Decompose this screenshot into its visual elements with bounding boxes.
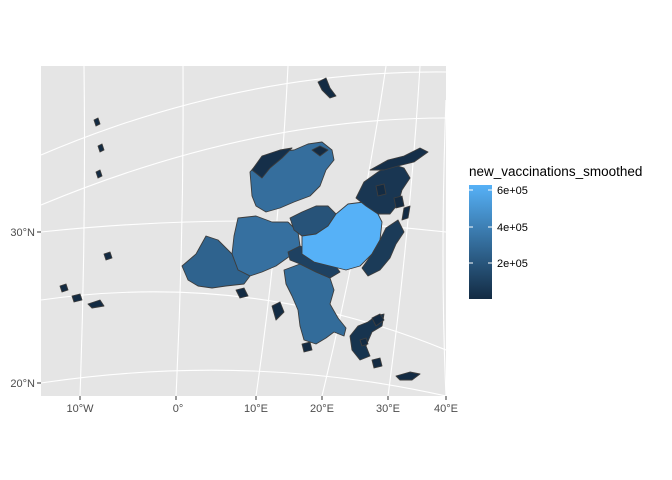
island (395, 371, 421, 381)
parallel-25n (41, 291, 446, 351)
island (301, 341, 313, 353)
x-label-0: 0° (173, 403, 184, 415)
region-iberian[interactable] (181, 235, 251, 289)
legend-label-4e5: 4e+05 (497, 222, 528, 234)
island (371, 357, 383, 369)
island (71, 293, 83, 303)
island (359, 337, 369, 347)
island (393, 195, 405, 209)
x-axis: 10°W 0° 10°E 20°E 30°E 40°E (66, 396, 458, 415)
meridian-10w (79, 66, 86, 396)
y-label-20n: 20°N (10, 378, 35, 390)
meridian-0 (175, 66, 184, 396)
x-label-10w: 10°W (66, 403, 94, 415)
parallel-40n (41, 71, 446, 156)
island (401, 205, 411, 221)
island (103, 251, 113, 261)
y-label-30n: 30°N (10, 227, 35, 239)
y-axis: 30°N 20°N (10, 227, 41, 390)
legend-colorbar (469, 185, 492, 299)
legend: new_vaccinations_smoothed 6e+05 4e+05 2e… (469, 164, 642, 299)
island (235, 287, 249, 299)
island (95, 169, 103, 179)
x-label-40e: 40°E (434, 403, 458, 415)
island (371, 313, 385, 327)
island (317, 77, 337, 99)
region-northern-strip[interactable] (251, 147, 293, 179)
legend-title: new_vaccinations_smoothed (469, 164, 642, 179)
x-label-30e: 30°E (376, 403, 400, 415)
island (97, 143, 105, 153)
legend-label-2e5: 2e+05 (497, 258, 528, 270)
island (375, 183, 387, 197)
meridian-40e (442, 99, 446, 396)
region-islands[interactable] (59, 77, 421, 381)
parallel-20n (41, 369, 446, 396)
island (271, 301, 285, 321)
legend-label-6e5: 6e+05 (497, 185, 528, 197)
parallel-35n (41, 117, 446, 206)
region-large-central[interactable] (301, 201, 383, 271)
island (311, 145, 329, 157)
region-northeastern-strip[interactable] (369, 147, 429, 171)
meridian-30e (387, 66, 421, 396)
island (87, 299, 105, 309)
x-label-10e: 10°E (244, 403, 268, 415)
x-label-20e: 20°E (310, 403, 334, 415)
region-eastern-small[interactable] (361, 219, 405, 277)
island (59, 283, 69, 293)
country-shapes (59, 77, 429, 381)
island (93, 117, 101, 127)
